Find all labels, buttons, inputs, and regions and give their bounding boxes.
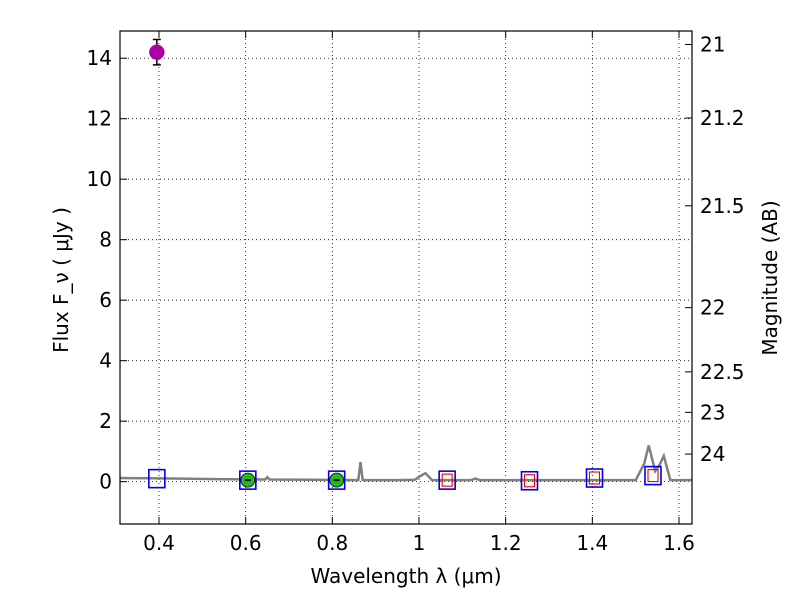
x-tick-label: 1.4 [576, 531, 608, 555]
blue-square-marker [148, 468, 166, 489]
plot-area [120, 38, 692, 491]
y-tick-label: 10 [87, 167, 112, 191]
blue-square-marker [239, 470, 257, 490]
tick-labels: 0.4 0.6 0.8 1 1.2 1.4 1.6024681012142121.221.5… [87, 32, 745, 555]
red-square-marker [588, 471, 601, 485]
y2-tick-label: 21.5 [700, 194, 745, 218]
x-tick-label: 0.6 [230, 531, 262, 555]
y-tick-label: 8 [99, 228, 112, 252]
x-axis-title: Wavelength λ (μm) [310, 564, 501, 588]
blue-square-marker [327, 470, 346, 490]
y-tick-label: 14 [87, 46, 112, 70]
y-tick-label: 4 [99, 349, 112, 373]
ticks [120, 31, 692, 524]
y-axis-title: Flux F_ν ( μJy ) [49, 207, 73, 353]
y2-tick-label: 22.5 [700, 360, 745, 384]
blue-square-marker [520, 470, 539, 491]
y-tick-label: 2 [99, 409, 112, 433]
x-tick-label: 0.4 [143, 531, 175, 555]
x-tick-label: 1.6 [663, 531, 695, 555]
x-tick-label: 1 [413, 531, 426, 555]
x-tick-label: 1.2 [490, 531, 522, 555]
y2-tick-label: 22 [700, 296, 725, 320]
y2-axis-title: Magnitude (AB) [758, 200, 782, 355]
blue-square-marker [585, 468, 604, 488]
y-tick-label: 12 [87, 107, 112, 131]
red-square-marker [441, 473, 453, 487]
magenta-point-marker [149, 44, 165, 60]
y-tick-label: 0 [99, 470, 112, 494]
y2-tick-label: 21.2 [700, 106, 745, 130]
series-layer [120, 38, 692, 491]
y2-tick-label: 21 [700, 32, 725, 56]
y-tick-label: 6 [99, 288, 112, 312]
x-tick-label: 0.8 [316, 531, 348, 555]
red-square-marker [647, 469, 659, 483]
y2-tick-label: 23 [700, 400, 725, 424]
blue-square-marker [644, 465, 662, 486]
blue-square-marker [438, 470, 456, 490]
red-square-marker [523, 474, 536, 488]
y2-tick-label: 24 [700, 442, 725, 466]
plot-frame [119, 30, 693, 525]
model-spectrum-line [120, 445, 692, 482]
grid [120, 31, 692, 524]
